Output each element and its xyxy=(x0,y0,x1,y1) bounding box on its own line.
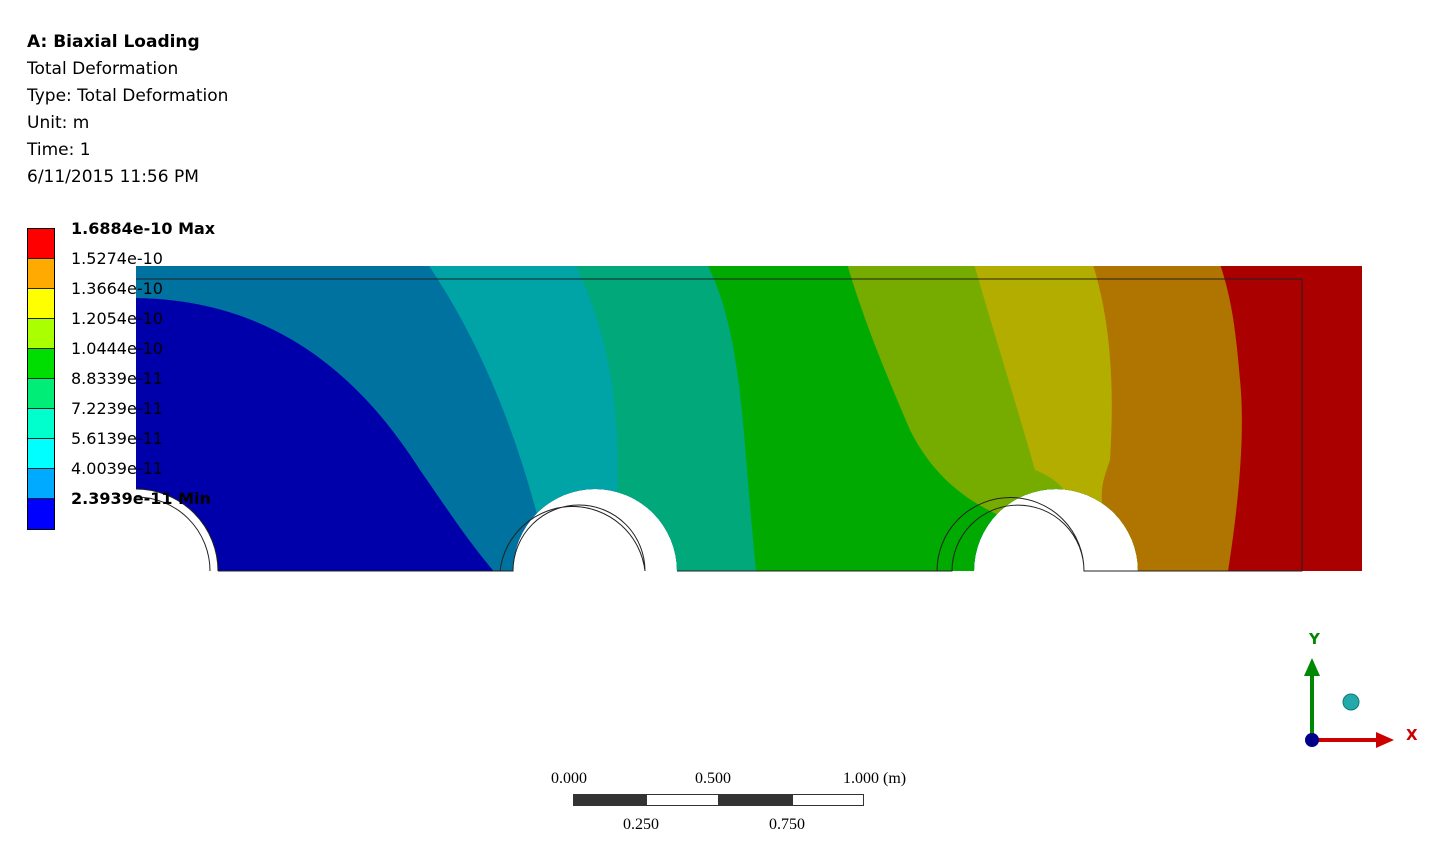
legend-color-bar xyxy=(27,228,55,530)
legend-max-label: 1.6884e-10 Max xyxy=(71,219,216,238)
legend-label: 7.2239e-11 xyxy=(71,399,163,418)
scale-label: 0.000 xyxy=(551,770,587,787)
legend-swatch xyxy=(28,439,54,469)
z-axis-label: Z xyxy=(1316,722,1324,735)
result-name: Total Deformation xyxy=(27,59,179,79)
legend-label: 4.0039e-11 xyxy=(71,459,163,478)
legend-swatch xyxy=(28,229,54,259)
coordinate-triad[interactable]: Y X Z xyxy=(1290,628,1430,758)
legend-label: 1.5274e-10 xyxy=(71,249,163,268)
scale-label: 1.000 (m) xyxy=(843,770,907,787)
contour-band-8 xyxy=(1215,266,1362,571)
legend-swatch xyxy=(28,379,54,409)
result-type: Type: Total Deformation xyxy=(27,86,229,106)
triad-axes xyxy=(1304,658,1394,748)
result-info-panel: A: Biaxial Loading Total Deformation Typ… xyxy=(27,29,228,191)
undeformed-outline xyxy=(135,278,1303,572)
legend-swatch xyxy=(28,409,54,439)
x-axis-label: X xyxy=(1406,726,1418,744)
result-time: Time: 1 xyxy=(27,140,91,160)
legend-swatch xyxy=(28,499,54,529)
legend-swatch xyxy=(28,319,54,349)
legend-swatch xyxy=(28,469,54,499)
y-axis-label: Y xyxy=(1309,630,1320,648)
legend-label: 5.6139e-11 xyxy=(71,429,163,448)
legend-label: 1.0444e-10 xyxy=(71,339,163,358)
legend-swatch xyxy=(28,289,54,319)
legend-swatch xyxy=(28,259,54,289)
analysis-title: A: Biaxial Loading xyxy=(27,32,200,52)
deformation-contours xyxy=(136,266,1362,571)
legend-swatch xyxy=(28,349,54,379)
scale-segment xyxy=(792,794,864,806)
scale-label: 0.250 xyxy=(623,816,659,833)
scale-segment xyxy=(573,794,646,806)
legend-min-label: 2.3939e-11 Min xyxy=(71,489,211,508)
scale-segment xyxy=(646,794,719,806)
scale-label: 0.500 xyxy=(695,770,731,787)
legend-label: 1.3664e-10 xyxy=(71,279,163,298)
scale-label: 0.750 xyxy=(769,816,805,833)
legend-label: 8.8339e-11 xyxy=(71,369,163,388)
scale-segment xyxy=(719,794,792,806)
legend-label: 1.2054e-10 xyxy=(71,309,163,328)
result-unit: Unit: m xyxy=(27,113,90,133)
result-timestamp: 6/11/2015 11:56 PM xyxy=(27,167,199,187)
